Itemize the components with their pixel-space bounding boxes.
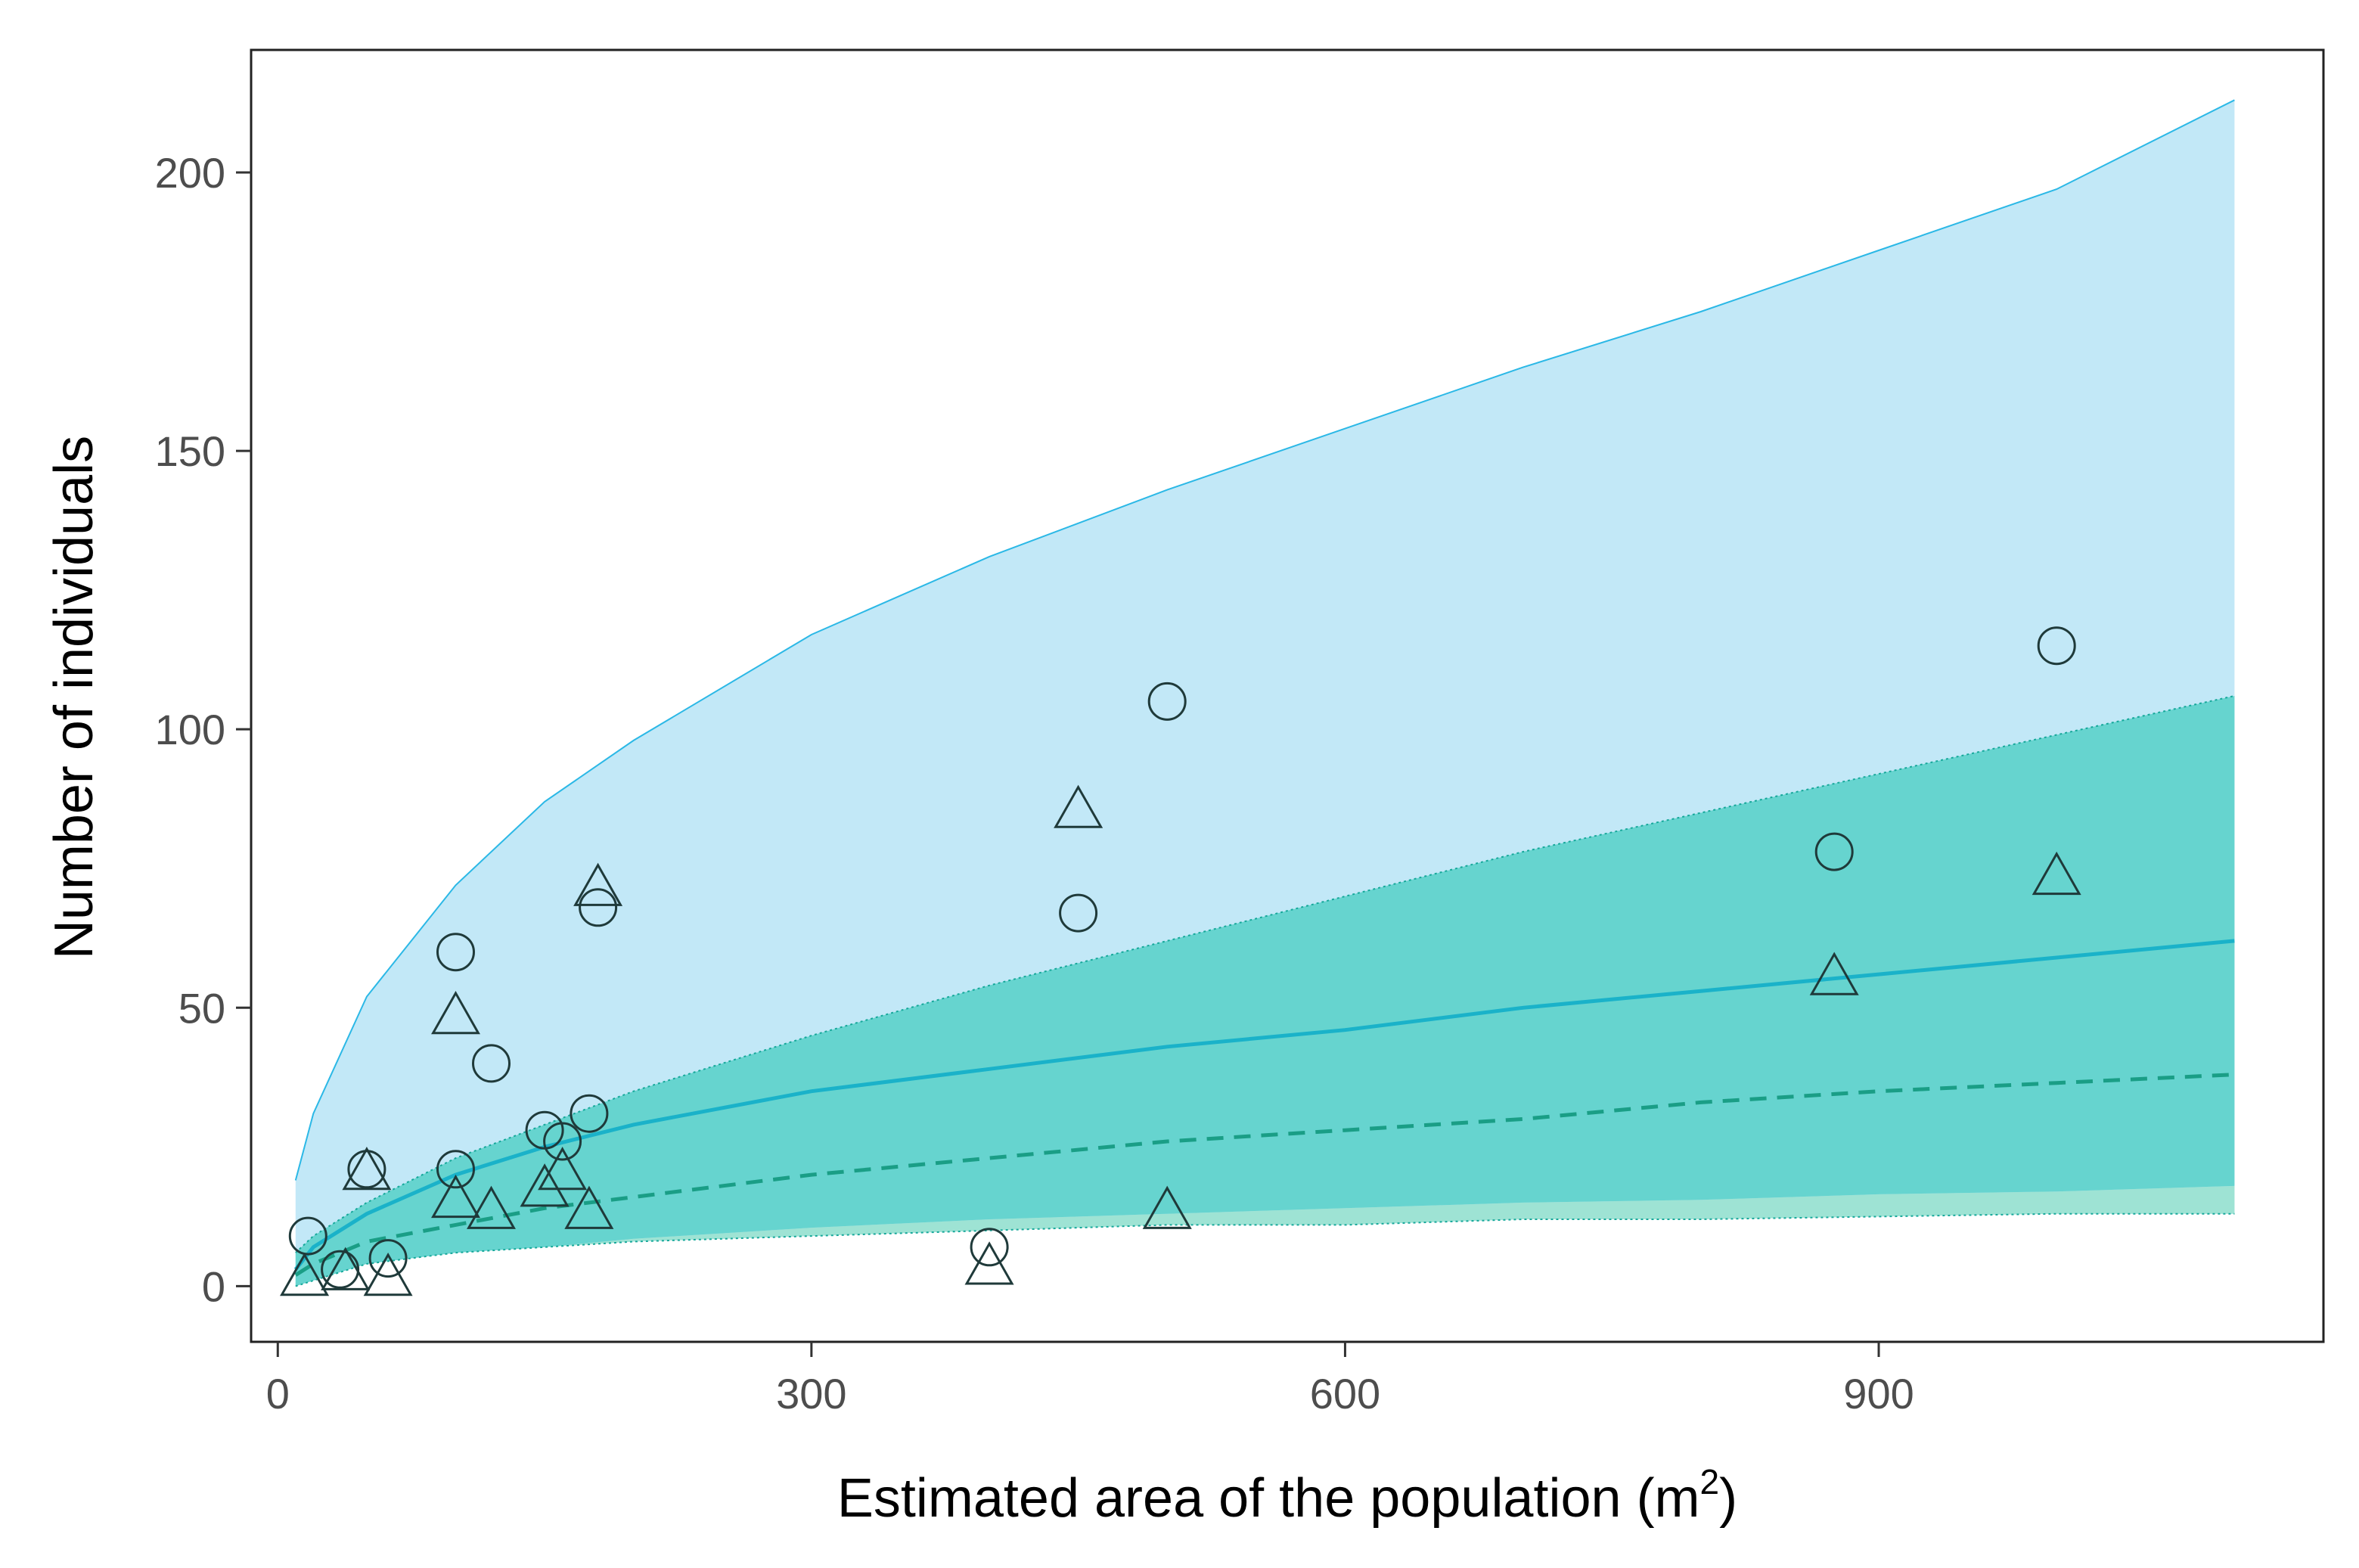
triangle-point [538, 1147, 588, 1191]
outer-band-upper-edge [294, 99, 2235, 1181]
dashed-fit-line [294, 1073, 2235, 1277]
x-tick-label: 0 [266, 1370, 290, 1417]
circle-point [288, 1216, 327, 1256]
y-tick-label: 50 [178, 984, 225, 1032]
triangle-point [573, 862, 623, 906]
axes: 0 300 600 900 0 50 100 150 200 [155, 149, 1914, 1417]
circle-point [543, 1122, 582, 1161]
circle-point [321, 1250, 360, 1289]
triangle-point [342, 1147, 392, 1191]
triangle-point [1142, 1185, 1192, 1229]
y-tick-label: 100 [155, 706, 225, 753]
y-tick-label: 150 [155, 427, 225, 475]
triangle-point [363, 1252, 413, 1296]
circle-point [368, 1239, 408, 1278]
triangle-point [431, 1174, 480, 1219]
circle-point [2037, 626, 2076, 666]
y-axis-title: Number of individuals [44, 436, 104, 959]
triangle-point [467, 1185, 516, 1229]
triangle-point [964, 1241, 1014, 1285]
x-tick-label: 600 [1310, 1370, 1380, 1417]
triangle-point [431, 990, 480, 1035]
inner-band-upper-edge [295, 695, 2235, 1253]
inner-band [295, 696, 2235, 1287]
circle-point [1059, 893, 1098, 933]
x-axis-title: Estimated area of the population (m2) [837, 1462, 1737, 1529]
circle-point [579, 888, 618, 927]
x-axis-title-main: Estimated area of the population (m [837, 1468, 1700, 1529]
circle-point [436, 933, 475, 972]
circle-point [1147, 682, 1187, 721]
triangle-point [1809, 952, 1859, 995]
plot-area [280, 99, 2235, 1296]
y-tick-label: 0 [202, 1262, 225, 1310]
circle-point [472, 1044, 511, 1083]
panel-border [250, 48, 2325, 1343]
x-axis-title-superscript: 2 [1700, 1462, 1720, 1501]
x-tick-label: 300 [776, 1370, 846, 1417]
y-tick-label: 200 [155, 149, 225, 197]
triangle-point [2032, 851, 2081, 896]
circle-point [570, 1094, 609, 1133]
x-axis-title-suffix: ) [1719, 1468, 1737, 1529]
triangle-point [280, 1252, 330, 1296]
triangle-point [321, 1247, 371, 1290]
triangle-point [1054, 784, 1103, 828]
lower-band-strip [295, 1185, 2235, 1287]
x-tick-label: 900 [1843, 1370, 1914, 1417]
circle-point [436, 1150, 475, 1189]
triangle-point [564, 1185, 614, 1229]
triangle-point [520, 1163, 570, 1207]
circle-point [1814, 832, 1854, 871]
circle-point [970, 1228, 1009, 1267]
